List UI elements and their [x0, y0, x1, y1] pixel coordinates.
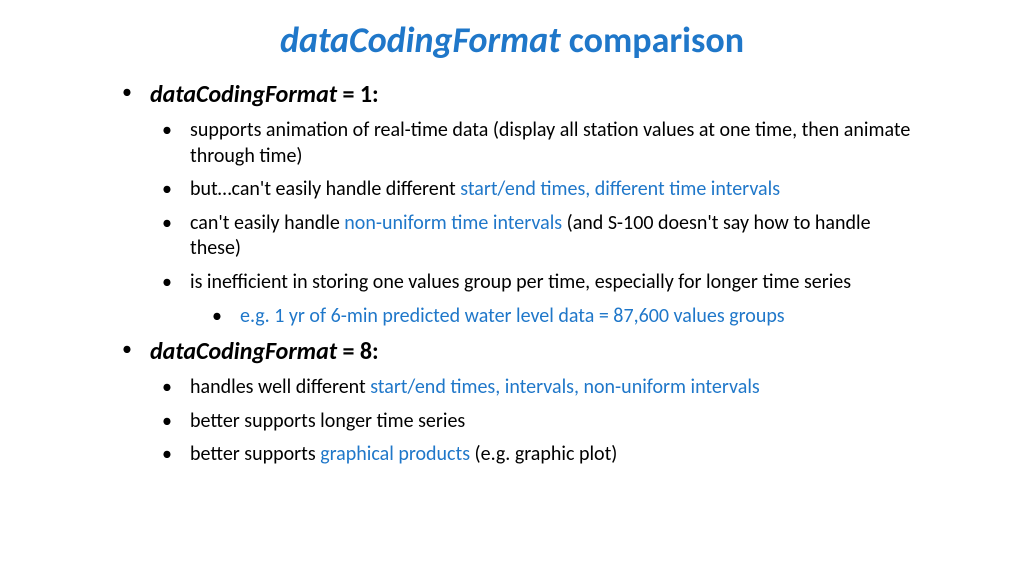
text-highlight: non-uniform time intervals: [344, 211, 562, 235]
text-pre: but…can't easily handle different: [190, 177, 460, 201]
text-pre: is inefficient in storing one values gro…: [190, 270, 851, 294]
text-highlight: start/end times, intervals, non-uniform …: [370, 375, 760, 399]
heading-italic: dataCodingFormat: [150, 337, 337, 366]
text-pre: better supports: [190, 442, 320, 466]
slide: dataCodingFormat comparison dataCodingFo…: [0, 0, 1024, 576]
sub-list-item: e.g. 1 yr of 6-min predicted water level…: [240, 304, 964, 330]
slide-title: dataCodingFormat comparison: [60, 18, 964, 62]
title-italic: dataCodingFormat: [280, 18, 561, 62]
list-item: but…can't easily handle different start/…: [190, 177, 964, 203]
list-item: better supports graphical products (e.g.…: [190, 442, 964, 468]
section-heading: dataCodingFormat = 8:: [150, 337, 964, 367]
text-pre: can't easily handle: [190, 211, 344, 235]
text-highlight: start/end times, different time interval…: [460, 177, 780, 201]
list-item: is inefficient in storing one values gro…: [190, 270, 964, 296]
text-post: (e.g. graphic plot): [470, 442, 617, 466]
list-item: can't easily handle non-uniform time int…: [190, 211, 964, 262]
text-pre: supports animation of real-time data (di…: [190, 118, 910, 168]
text-highlight: graphical products: [320, 442, 470, 466]
list-item: supports animation of real-time data (di…: [190, 118, 964, 169]
title-rest: comparison: [561, 18, 744, 62]
heading-italic: dataCodingFormat: [150, 80, 337, 109]
section-heading: dataCodingFormat = 1:: [150, 80, 964, 110]
text-pre: handles well different: [190, 375, 370, 399]
list-item: handles well different start/end times, …: [190, 375, 964, 401]
text-highlight: e.g. 1 yr of 6-min predicted water level…: [240, 304, 785, 328]
heading-rest: = 8:: [337, 337, 379, 366]
list-item: better supports longer time series: [190, 409, 964, 435]
heading-rest: = 1:: [337, 80, 379, 109]
bullet-list: dataCodingFormat = 1: supports animation…: [60, 80, 964, 468]
text-pre: better supports longer time series: [190, 409, 465, 433]
